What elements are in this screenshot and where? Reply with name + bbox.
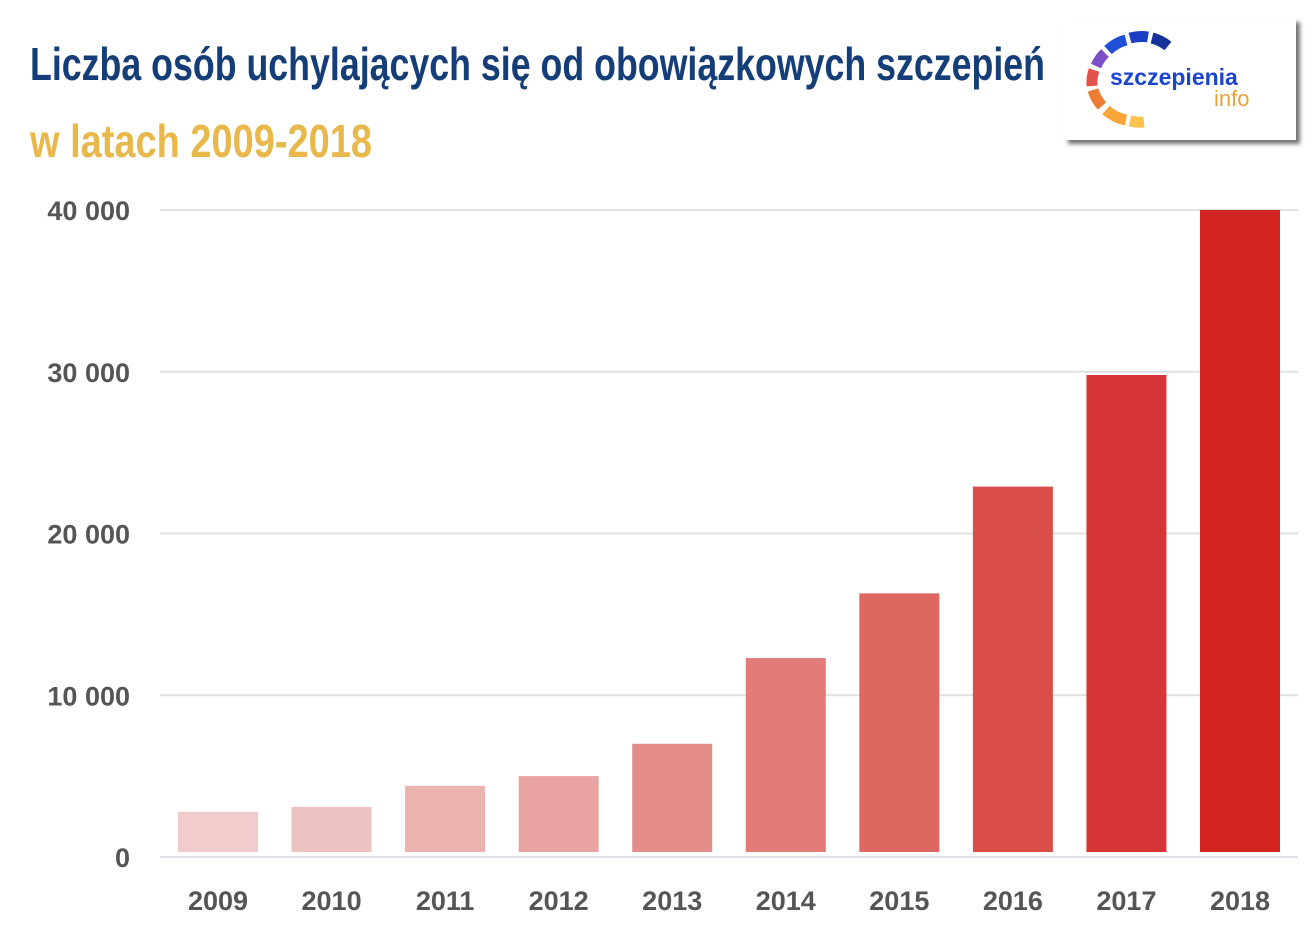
x-tick-label: 2010 bbox=[302, 886, 362, 916]
x-tick-label: 2011 bbox=[416, 886, 475, 916]
logo-text-sub: info bbox=[1214, 86, 1250, 111]
bar-2013 bbox=[632, 743, 713, 852]
chart-subtitle: w latach 2009-2018 bbox=[29, 115, 372, 167]
bar-2014 bbox=[745, 658, 826, 852]
y-tick-label: 40 000 bbox=[47, 196, 130, 226]
bar-2010 bbox=[291, 806, 372, 852]
x-tick-label: 2016 bbox=[983, 886, 1043, 916]
y-tick-label: 0 bbox=[115, 843, 130, 873]
y-tick-label: 30 000 bbox=[47, 358, 130, 388]
x-tick-label: 2014 bbox=[756, 886, 816, 916]
logo-ring-icon bbox=[1086, 31, 1172, 128]
bar-2015 bbox=[859, 593, 940, 852]
bar-2012 bbox=[518, 776, 599, 852]
x-tick-label: 2018 bbox=[1210, 886, 1270, 916]
y-tick-label: 10 000 bbox=[47, 681, 130, 711]
bar-2018 bbox=[1200, 210, 1280, 852]
bar-2017 bbox=[1086, 374, 1167, 852]
x-tick-label: 2013 bbox=[642, 886, 702, 916]
x-tick-label: 2015 bbox=[869, 886, 929, 916]
szczepienia-info-logo: szczepienia info bbox=[1064, 18, 1296, 140]
bar-2009 bbox=[178, 811, 258, 852]
x-tick-label: 2012 bbox=[529, 886, 589, 916]
bar-2011 bbox=[405, 785, 486, 852]
x-tick-label: 2009 bbox=[188, 886, 248, 916]
x-tick-label: 2017 bbox=[1096, 886, 1156, 916]
y-tick-label: 20 000 bbox=[47, 520, 130, 550]
chart-title: Liczba osób uchylających się od obowiązk… bbox=[30, 38, 1045, 90]
bar-2016 bbox=[972, 486, 1053, 852]
logo-text-main: szczepienia bbox=[1110, 64, 1238, 90]
